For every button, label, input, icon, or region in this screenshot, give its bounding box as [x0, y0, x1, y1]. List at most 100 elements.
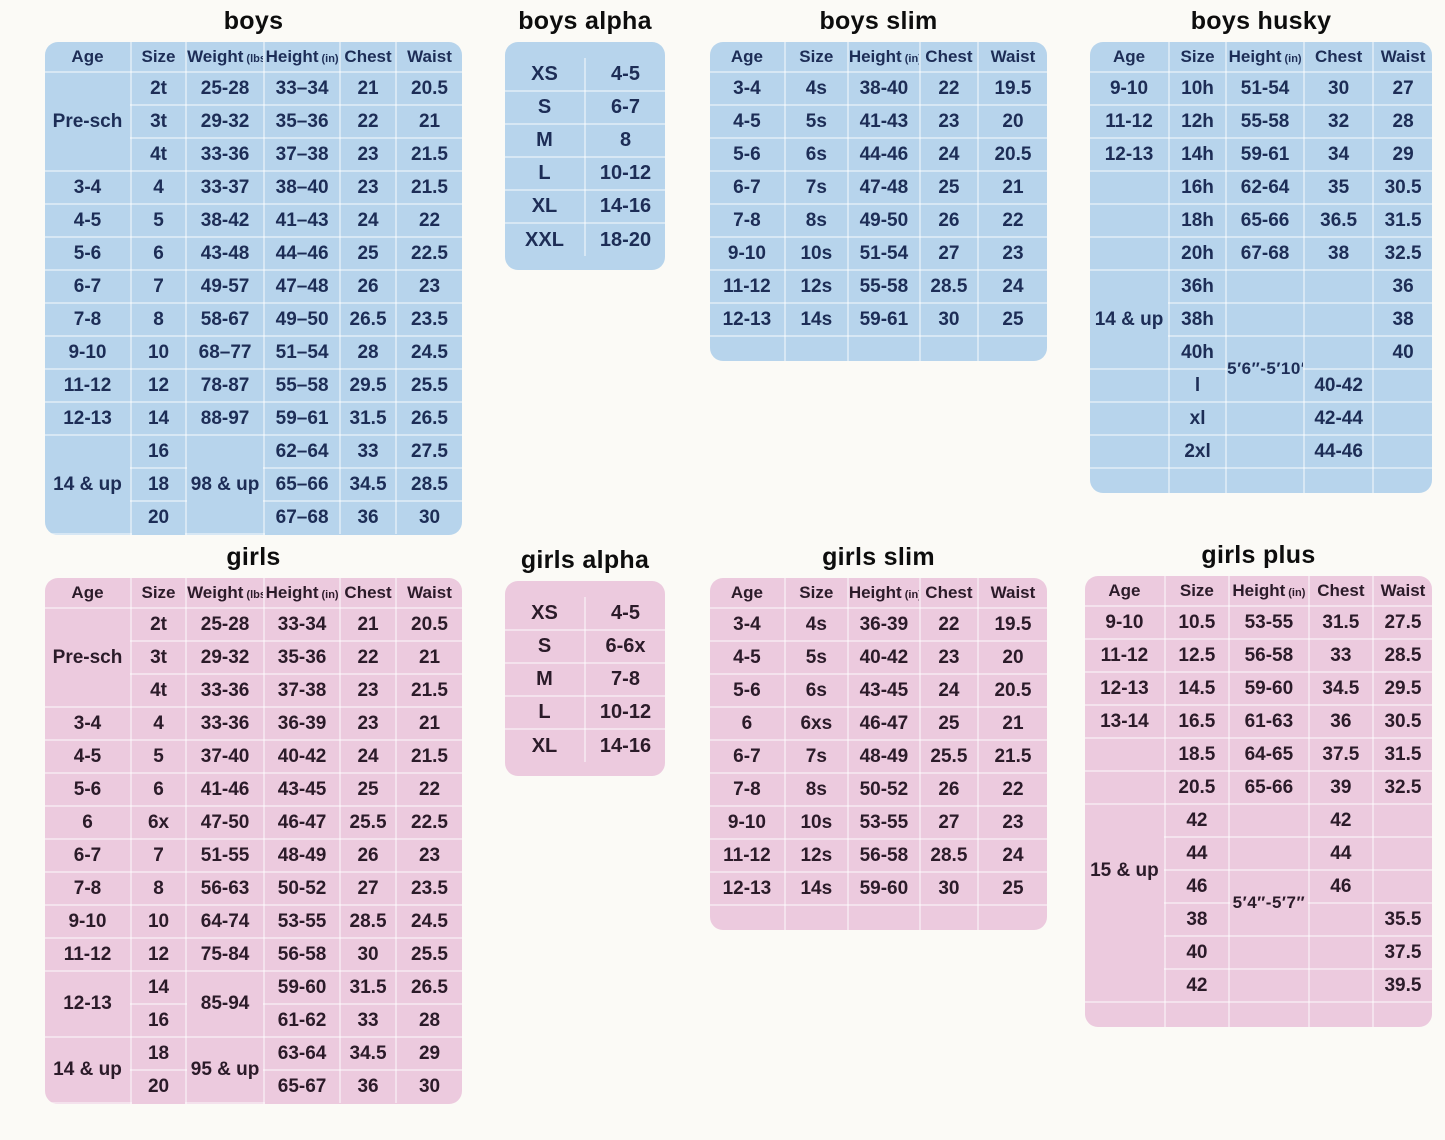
- table-cell: 5-6: [45, 772, 132, 807]
- table-cell: 4t: [130, 673, 188, 708]
- table-cell: 40: [1372, 335, 1432, 370]
- table-cell: 14s: [783, 871, 849, 906]
- column-unit: (in): [904, 52, 919, 65]
- table-cell: 65-66: [1227, 770, 1310, 805]
- table-cell: 30.5: [1372, 170, 1432, 205]
- table-cell: 23: [976, 805, 1047, 840]
- table-cell: 36.5: [1303, 203, 1375, 238]
- table-cell: 38: [1372, 302, 1432, 337]
- column-label: Chest: [925, 46, 973, 66]
- table-cell: [1090, 467, 1170, 493]
- table-row: 12-13 14 88-97 59–61 31.5 26.5: [45, 401, 462, 436]
- column-header: Height(in): [263, 42, 342, 73]
- table-surface: AgeSizeWeight(lbs)Height(in)ChestWaistPr…: [45, 578, 462, 1104]
- table-cell: M: [505, 662, 586, 697]
- table-cell: 98 & up: [185, 434, 266, 535]
- table-cell: 33-36: [185, 673, 266, 708]
- table-cell: 95 & up: [185, 1036, 266, 1104]
- table-row: 7-8 8 58-67 49–50 26.5 23.5: [45, 302, 462, 337]
- table-surface: XS 4-5 S 6-6x M 7-8 L 10-12 XL 14-16: [505, 581, 665, 776]
- table-cell: 32.5: [1372, 236, 1432, 271]
- table-cell: 5-6: [710, 673, 786, 708]
- table-cell: 14 & up: [45, 434, 132, 535]
- table-cell: 4-5: [45, 203, 132, 238]
- table-cell: [710, 335, 786, 361]
- table-cell: 42: [1164, 968, 1230, 1003]
- table-cell: 22: [339, 640, 398, 675]
- table-cell: [1085, 1001, 1166, 1027]
- table-cell: 24: [976, 269, 1047, 304]
- table-cell: 6: [129, 772, 188, 807]
- table-cell: 22.5: [395, 236, 462, 271]
- table-cell: 19.5: [976, 72, 1047, 106]
- table-cell: 61-62: [263, 1003, 342, 1038]
- table-cell: [1303, 467, 1375, 493]
- table-cell: 29-32: [185, 104, 266, 139]
- table-row: 11-12 12 75-84 56-58 30 25.5: [45, 937, 462, 972]
- table-cell: 12-13: [45, 401, 132, 436]
- column-label: Weight: [187, 582, 244, 602]
- table-cell: 56-58: [1227, 638, 1310, 673]
- table-row: 11-12 12h 55-58 32 28: [1090, 104, 1432, 139]
- table-cell: [1225, 401, 1306, 436]
- table-cell: 11-12: [1090, 104, 1170, 139]
- table-row: 9-10 10s 53-55 27 23: [710, 805, 1047, 840]
- column-label: Chest: [925, 582, 973, 602]
- table-cell: 32: [1303, 104, 1375, 139]
- table-cell: l: [1167, 368, 1228, 403]
- table-cell: 19.5: [976, 608, 1047, 642]
- table-cell: XL: [505, 728, 586, 762]
- table-cell: 30: [918, 302, 979, 337]
- table-cell: 64-65: [1227, 737, 1310, 772]
- table-cell: 48-49: [846, 739, 921, 774]
- table-cell: S: [505, 629, 586, 664]
- table-pad-row: [1090, 467, 1432, 493]
- table-row: 18h 65-66 36.5 31.5: [1090, 203, 1432, 238]
- table-cell: [1372, 368, 1432, 403]
- column-unit: (in): [1288, 586, 1306, 599]
- chart-title: girls alpha: [520, 546, 650, 574]
- table-cell: 9-10: [1090, 72, 1170, 106]
- table-cell: 11-12: [710, 269, 786, 304]
- table-cell: 18.5: [1163, 737, 1230, 772]
- table-row: 3-4 4 33-37 38–40 23 21.5: [45, 170, 462, 205]
- table-cell: 12-13: [710, 871, 786, 906]
- size-chart-boys-alpha: boys alpha XS 4-5 S 6-7 M 8 L 10-12 XL 14-16 XXL 18…: [505, 6, 665, 270]
- column-label: Height: [1232, 580, 1286, 600]
- table-surface: AgeSizeHeight(in)ChestWaist3-44s38-40221…: [710, 42, 1047, 361]
- table-cell: 12s: [783, 269, 849, 304]
- chart-title: girls plus: [1201, 541, 1316, 569]
- table-cell: 36: [1307, 704, 1374, 739]
- table-cell: 28: [1372, 104, 1432, 139]
- table-cell: 23: [339, 170, 398, 205]
- table-cell: 28.5: [918, 838, 979, 873]
- table-cell: 20: [130, 1069, 188, 1103]
- table-cell: 14 & up: [45, 1036, 132, 1104]
- table-cell: 29-32: [185, 640, 266, 675]
- table-cell: 36: [1372, 269, 1432, 304]
- column-header: Waist: [395, 42, 462, 73]
- table-cell: 75-84: [185, 937, 266, 972]
- table-cell: 9-10: [710, 805, 786, 840]
- table-cell: 56-58: [846, 838, 921, 873]
- table-cell: [1090, 368, 1170, 403]
- column-label: Size: [1179, 580, 1214, 600]
- table-cell: [1090, 236, 1170, 271]
- table-cell: xl: [1167, 401, 1228, 436]
- table-row: 12-13 14.5 59-60 34.5 29.5: [1085, 671, 1432, 706]
- table-row: 11-12 12 78-87 55–58 29.5 25.5: [45, 368, 462, 403]
- column-header: Waist: [976, 578, 1047, 609]
- table-cell: 31.5: [339, 401, 398, 436]
- table-row: 16 61-62 33 28: [45, 1003, 462, 1038]
- table-row: 5-6 6 43-48 44–46 25 22.5: [45, 236, 462, 271]
- table-cell: 6s: [783, 137, 849, 172]
- table-cell: 5s: [783, 640, 849, 675]
- table-cell: 30: [395, 1069, 462, 1103]
- table-pad-row: [710, 904, 1047, 930]
- table-cell: [1163, 1001, 1230, 1027]
- table-cell: 26: [918, 203, 979, 238]
- table-cell: [1227, 935, 1310, 970]
- table-cell: 18: [130, 467, 188, 502]
- table-cell: 5: [129, 203, 188, 238]
- table-surface: XS 4-5 S 6-7 M 8 L 10-12 XL 14-16 XXL 18-20: [505, 42, 665, 270]
